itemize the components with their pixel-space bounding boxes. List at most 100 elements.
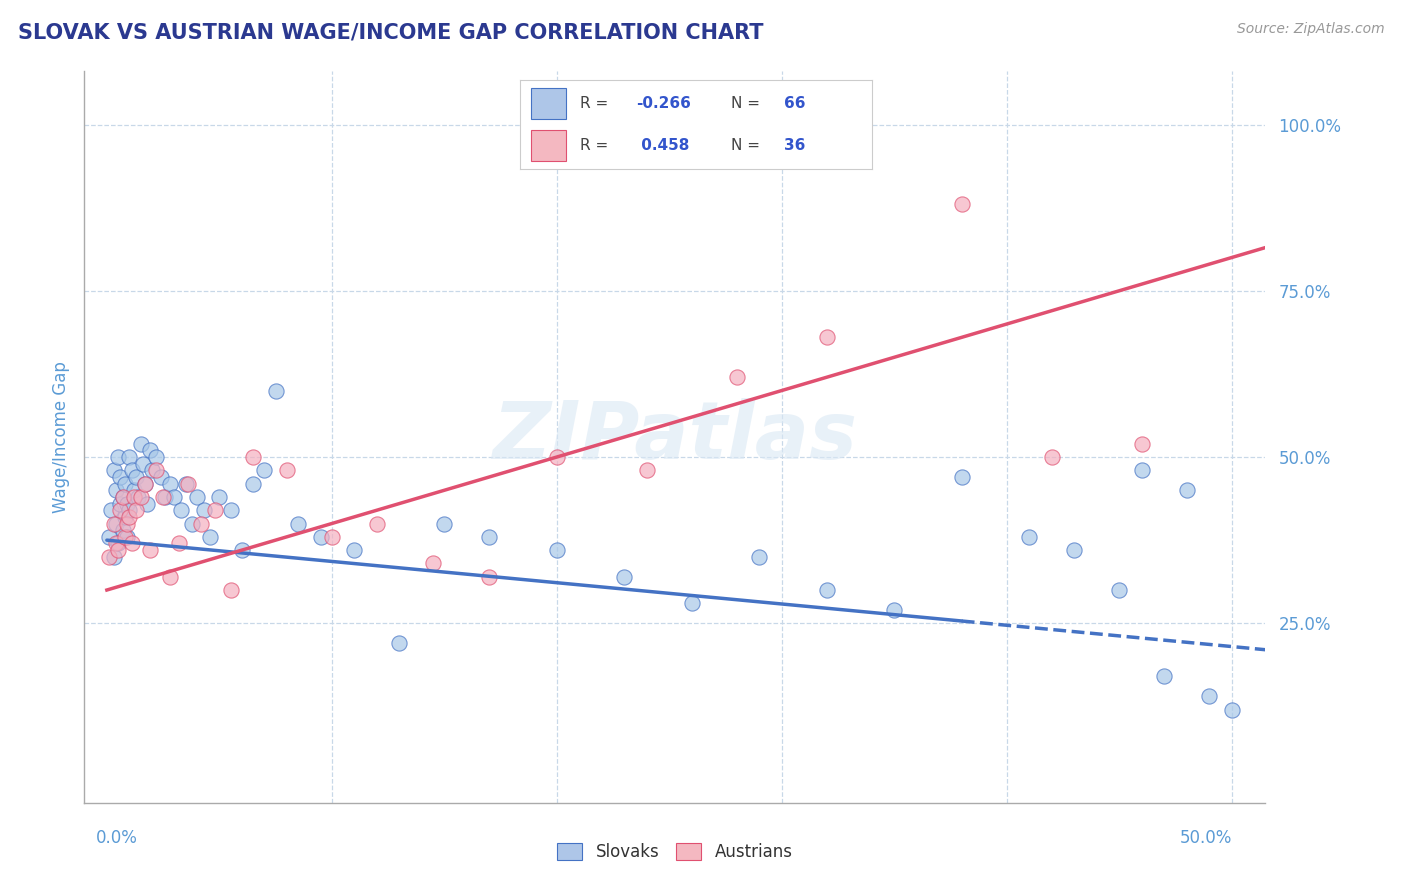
Point: [1108, 582, 1130, 597]
Point: [155, 490, 177, 504]
Legend: Slovaks, Austrians: Slovaks, Austrians: [551, 836, 799, 868]
Point: [309, 530, 332, 544]
Point: [107, 450, 129, 464]
Point: [118, 503, 141, 517]
Y-axis label: Wage/Income Gap: Wage/Income Gap: [52, 361, 70, 513]
Text: N =: N =: [731, 96, 765, 111]
Text: -0.266: -0.266: [637, 96, 692, 111]
Point: [104, 483, 127, 498]
Point: [1063, 543, 1085, 558]
Point: [104, 536, 127, 550]
Point: [163, 490, 186, 504]
Point: [725, 370, 748, 384]
Point: [104, 516, 127, 531]
Point: [170, 503, 193, 517]
Point: [388, 636, 411, 650]
Text: 36: 36: [785, 138, 806, 153]
Point: [264, 384, 287, 398]
Point: [114, 476, 136, 491]
Point: [110, 497, 132, 511]
Point: [219, 582, 242, 597]
Point: [115, 530, 138, 544]
Point: [1153, 669, 1175, 683]
Text: 50.0%: 50.0%: [1180, 830, 1232, 847]
Point: [121, 463, 143, 477]
Point: [478, 570, 501, 584]
Point: [107, 543, 129, 558]
Point: [118, 450, 141, 464]
Point: [134, 476, 156, 491]
Point: [1040, 450, 1063, 464]
Point: [276, 463, 298, 477]
Point: [98, 530, 121, 544]
Point: [129, 490, 152, 504]
Text: Source: ZipAtlas.com: Source: ZipAtlas.com: [1237, 22, 1385, 37]
Point: [121, 536, 143, 550]
Point: [114, 530, 136, 544]
Point: [242, 450, 264, 464]
Point: [141, 463, 163, 477]
Point: [111, 490, 134, 504]
Point: [100, 503, 122, 517]
Point: [122, 490, 145, 504]
Point: [111, 490, 134, 504]
Point: [115, 516, 138, 531]
Point: [1220, 703, 1243, 717]
Point: [883, 603, 905, 617]
Point: [242, 476, 264, 491]
Point: [103, 516, 125, 531]
Text: N =: N =: [731, 138, 765, 153]
Point: [231, 543, 253, 558]
Point: [132, 457, 155, 471]
Point: [815, 330, 838, 344]
Text: 66: 66: [785, 96, 806, 111]
Point: [138, 443, 160, 458]
Point: [1198, 690, 1220, 704]
Point: [366, 516, 388, 531]
Point: [103, 463, 125, 477]
Point: [145, 463, 167, 477]
Point: [149, 470, 172, 484]
Point: [177, 476, 200, 491]
Text: SLOVAK VS AUSTRIAN WAGE/INCOME GAP CORRELATION CHART: SLOVAK VS AUSTRIAN WAGE/INCOME GAP CORRE…: [18, 22, 763, 42]
Point: [219, 503, 242, 517]
Point: [138, 543, 160, 558]
Point: [129, 436, 152, 450]
Point: [815, 582, 838, 597]
Point: [546, 450, 568, 464]
Point: [114, 509, 136, 524]
Point: [200, 530, 222, 544]
Point: [167, 536, 190, 550]
Bar: [531, 88, 565, 119]
Point: [190, 516, 212, 531]
Point: [1130, 463, 1153, 477]
Point: [134, 476, 156, 491]
Point: [122, 483, 145, 498]
Text: R =: R =: [581, 96, 613, 111]
Point: [321, 530, 343, 544]
Text: ZIPatlas: ZIPatlas: [492, 398, 858, 476]
Point: [193, 503, 215, 517]
Point: [546, 543, 568, 558]
Point: [125, 470, 148, 484]
Point: [98, 549, 121, 564]
Point: [110, 470, 132, 484]
Point: [115, 497, 138, 511]
Point: [478, 530, 501, 544]
Point: [950, 470, 973, 484]
Point: [159, 570, 181, 584]
Point: [159, 476, 181, 491]
Point: [343, 543, 366, 558]
Point: [125, 503, 148, 517]
Point: [287, 516, 309, 531]
Point: [186, 490, 208, 504]
Point: [111, 523, 134, 537]
Point: [433, 516, 456, 531]
Point: [181, 516, 204, 531]
Point: [1130, 436, 1153, 450]
Point: [145, 450, 167, 464]
Point: [107, 536, 129, 550]
Point: [152, 490, 174, 504]
Point: [748, 549, 770, 564]
Point: [1018, 530, 1040, 544]
